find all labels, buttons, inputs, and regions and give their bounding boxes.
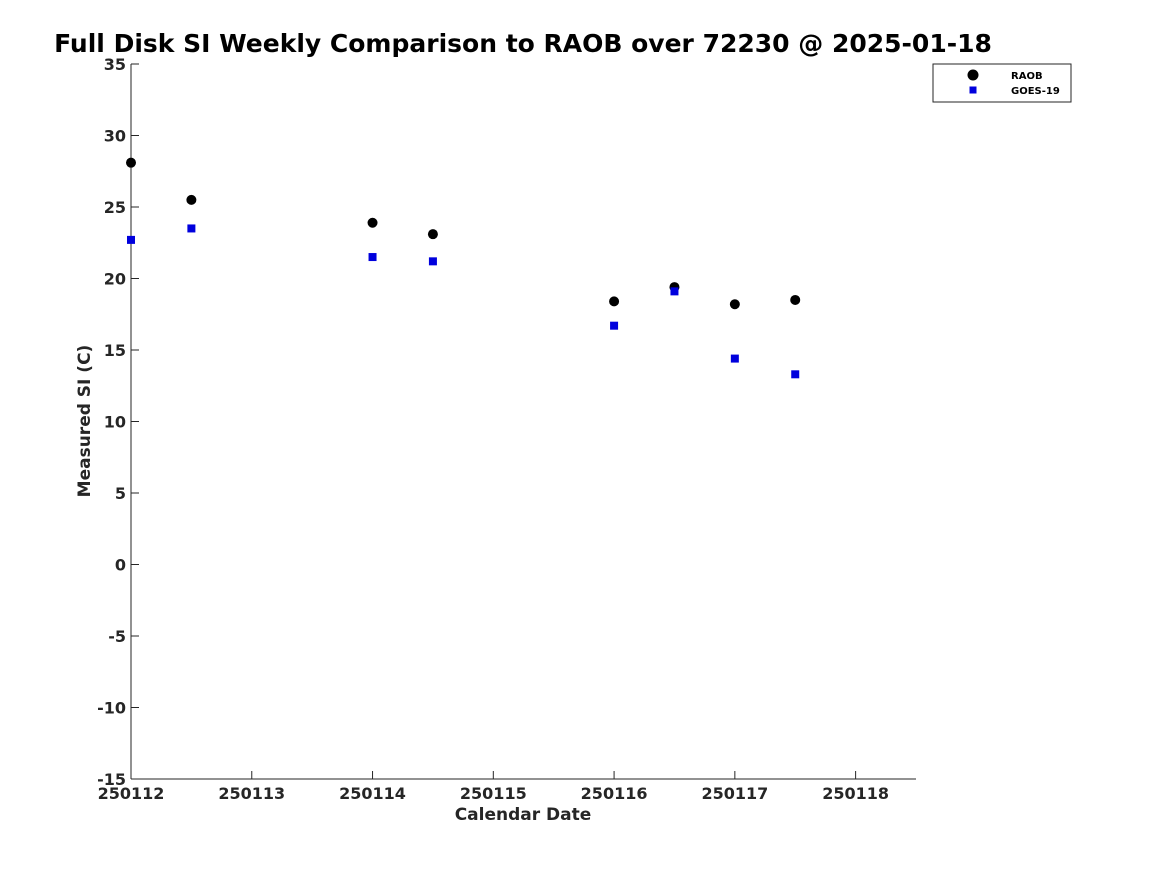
goes-19-point xyxy=(368,253,377,262)
raob-point xyxy=(729,299,740,310)
y-tick-label: 25 xyxy=(104,198,126,217)
y-ticks: 35 30 25 20 15 10 5 0 -5 -10 -15 xyxy=(97,55,139,789)
x-tick-label: 250116 xyxy=(581,784,648,803)
goes-19-point xyxy=(670,287,679,296)
goes-19-point xyxy=(610,321,619,330)
goes-19-point xyxy=(127,235,135,244)
raob-point xyxy=(609,296,620,307)
x-ticks: 250112 250113 250114 250115 250116 250117 2501… xyxy=(98,771,889,803)
raob-point xyxy=(427,229,438,240)
y-tick-label: -5 xyxy=(108,627,126,646)
goes-19-point xyxy=(428,257,437,266)
x-tick-label: 250113 xyxy=(218,784,285,803)
raob-point xyxy=(186,194,197,205)
legend: RAOB GOES-19 xyxy=(932,63,1072,103)
y-tick-label: 20 xyxy=(104,270,126,289)
goes-19-point xyxy=(187,224,196,233)
raob-point xyxy=(367,217,378,228)
legend-label-raob: RAOB xyxy=(1011,71,1043,82)
legend-box xyxy=(932,63,1072,103)
raob-point xyxy=(126,157,136,168)
y-tick-label: 30 xyxy=(104,127,126,146)
plot-marks xyxy=(126,157,801,379)
x-tick-label: 250117 xyxy=(701,784,768,803)
x-tick-label: 250112 xyxy=(98,784,165,803)
x-tick-label: 250118 xyxy=(822,784,889,803)
legend-marker-goes-19 xyxy=(969,86,977,94)
x-tick-label: 250114 xyxy=(339,784,406,803)
legend-label-goes-19: GOES-19 xyxy=(1011,86,1060,97)
axes xyxy=(130,64,916,780)
y-tick-label: 35 xyxy=(104,55,126,74)
x-axis-label: Calendar Date xyxy=(455,805,592,825)
y-tick-label: -15 xyxy=(97,770,126,789)
y-tick-label: 5 xyxy=(115,484,126,503)
x-tick-label: 250115 xyxy=(460,784,527,803)
y-tick-label: 15 xyxy=(104,341,126,360)
raob-point xyxy=(790,294,801,305)
y-tick-label: 0 xyxy=(115,556,126,575)
y-tick-label: 10 xyxy=(104,413,126,432)
y-axis-label: Measured SI (C) xyxy=(75,345,95,498)
chart-title: Full Disk SI Weekly Comparison to RAOB o… xyxy=(54,29,992,58)
goes-19-point xyxy=(791,370,800,379)
y-tick-label: -10 xyxy=(97,699,126,718)
legend-marker-raob xyxy=(967,69,979,81)
goes-19-point xyxy=(730,354,739,363)
